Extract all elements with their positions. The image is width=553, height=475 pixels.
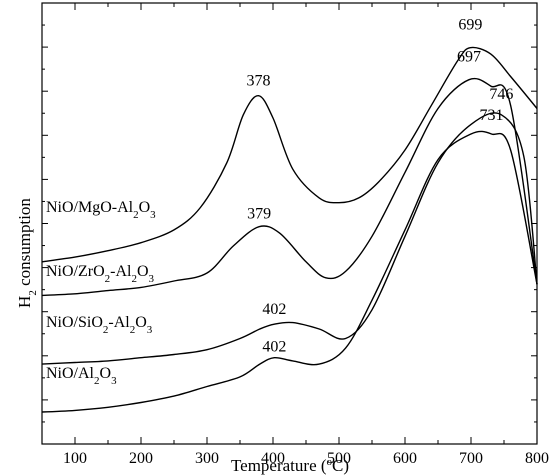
series-label-1: NiO/MgO-Al2O3: [46, 199, 156, 221]
peak-label-1-2: 699: [458, 17, 482, 34]
series-label-3: NiO/SiO2-Al2O3: [46, 314, 153, 336]
series-line-1: [41, 46, 538, 263]
x-tick-label: 500: [327, 450, 351, 467]
x-tick-label: 800: [525, 450, 549, 467]
y-axis-title: H2 consumption: [15, 198, 39, 308]
peak-label-3-1: 402: [262, 301, 286, 318]
x-axis-title: Temperature (oC): [231, 456, 349, 475]
x-tick-label: 300: [195, 450, 219, 467]
curves-layer: [41, 46, 538, 413]
series-line-3: [41, 112, 538, 365]
series-label-4: NiO/Al2O3: [46, 365, 117, 387]
peak-label-4-2: 731: [479, 107, 503, 124]
peak-label-3-2: 746: [489, 86, 513, 103]
x-tick-label: 600: [393, 450, 417, 467]
series-label-2: NiO/ZrO2-Al2O3: [46, 263, 155, 285]
x-tick-label: 700: [459, 450, 483, 467]
series-line-2: [41, 77, 538, 297]
x-tick-label: 100: [63, 450, 87, 467]
peak-label-2-2: 697: [457, 49, 481, 66]
peak-label-4-1: 402: [262, 339, 286, 356]
x-tick-label: 200: [129, 450, 153, 467]
peak-label-2-1: 379: [247, 206, 271, 223]
labels-layer: NiO/MgO-Al2O3 378 699 NiO/ZrO2-Al2O3 379 697 N…: [46, 17, 549, 467]
series-line-4: [41, 130, 538, 413]
ticks-layer: [41, 2, 538, 445]
peak-label-1-1: 378: [246, 73, 270, 90]
x-tick-label: 400: [261, 450, 285, 467]
